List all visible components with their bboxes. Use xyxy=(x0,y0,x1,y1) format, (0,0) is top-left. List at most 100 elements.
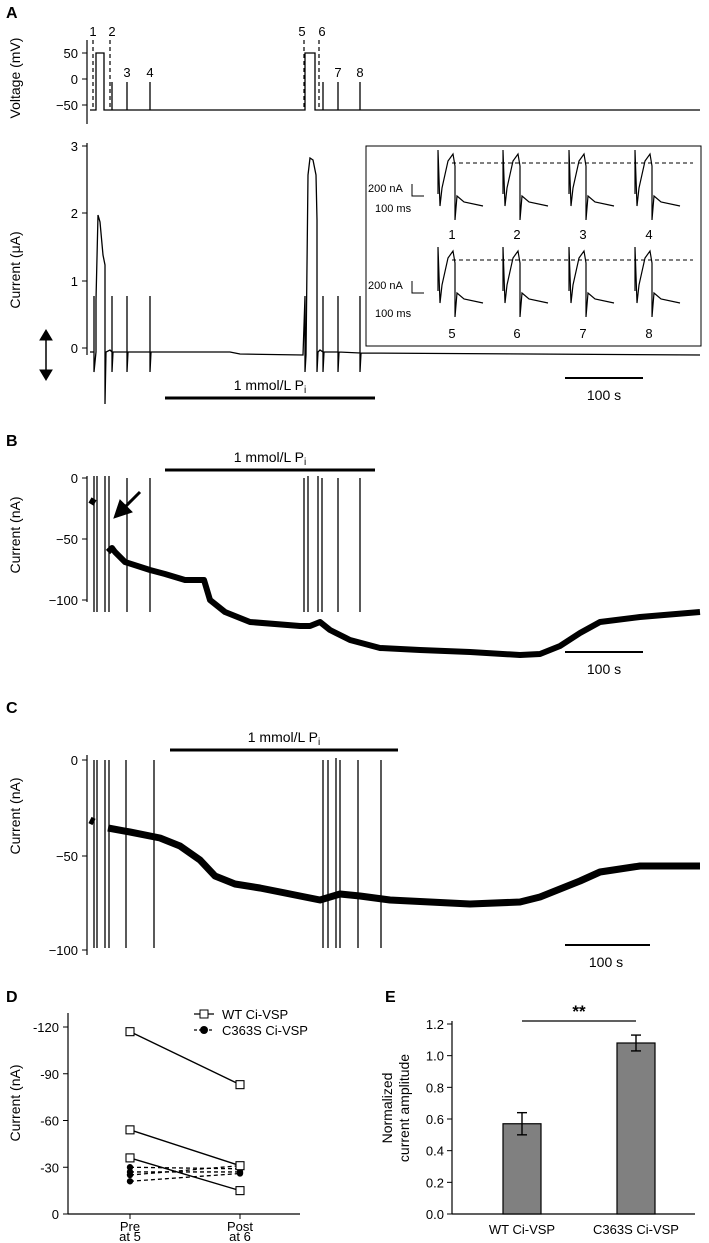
d-ytick-label: -30 xyxy=(40,1160,59,1175)
step-markers xyxy=(92,40,320,110)
treatment-bar-c: 1 mmol/L Pi xyxy=(170,729,398,752)
e-significance: ** xyxy=(522,1002,636,1022)
c-tick-minus50: −50 xyxy=(56,849,78,864)
inset-label-7: 7 xyxy=(579,326,586,341)
e-category-label: C363S Ci-VSP xyxy=(593,1222,679,1237)
inset-label-6: 6 xyxy=(513,326,520,341)
inset-trace-5 xyxy=(437,246,484,318)
step-label-7: 7 xyxy=(334,65,341,80)
d-ytick-label: -90 xyxy=(40,1067,59,1082)
wt-point xyxy=(235,1080,245,1090)
step-label-1: 1 xyxy=(89,24,96,39)
inset-label-4: 4 xyxy=(645,227,652,242)
inset-box: 200 nA 100 ms 200 nA 100 ms 1 2 3 4 5 6 … xyxy=(365,145,702,347)
d-xlabel-pre-sub: at 5 xyxy=(119,1229,141,1243)
d-xlabel-pre: Pre xyxy=(120,1219,140,1234)
scale-label-b: 100 s xyxy=(587,661,621,677)
ua-tick-1: 1 xyxy=(71,274,78,289)
treatment-bar-b: 1 mmol/L Pi xyxy=(165,449,375,472)
ua-tick-2: 2 xyxy=(71,206,78,221)
wt-point xyxy=(125,1153,135,1163)
d-xlabel-post-sub: at 6 xyxy=(229,1229,251,1243)
e-bar-1 xyxy=(502,1123,542,1215)
current-axis-label-b: Current (nA) xyxy=(7,496,23,573)
b-tick-minus100: −100 xyxy=(49,593,78,608)
d-axis-label: Current (nA) xyxy=(7,1064,23,1141)
wt-point xyxy=(125,1027,135,1037)
panel-b-label: B xyxy=(6,433,18,450)
current-ua-axis-label: Current (μA) xyxy=(7,231,23,308)
inset-scale-current-1: 200 nA xyxy=(368,183,404,195)
time-scale-bar-a: 100 s xyxy=(565,377,643,403)
double-arrow-icon xyxy=(39,329,53,381)
wt-line xyxy=(129,1129,241,1167)
v-tick-50: 50 xyxy=(64,46,78,61)
e-ytick-label: 1.0 xyxy=(426,1049,444,1064)
current-trace-a xyxy=(90,156,701,405)
d-axes xyxy=(67,1013,300,1219)
e-category-label: WT Ci-VSP xyxy=(489,1222,555,1237)
step-label-6: 6 xyxy=(318,24,325,39)
c-tick-minus100: −100 xyxy=(49,943,78,958)
inset-label-2: 2 xyxy=(513,227,520,242)
voltage-y-axis: 50 0 −50 xyxy=(56,40,88,124)
e-ytick-label: 1.2 xyxy=(426,1017,444,1032)
inset-trace-7 xyxy=(568,246,615,318)
legend-mut-marker xyxy=(200,1026,208,1034)
treatment-sub-b: i xyxy=(304,457,306,468)
inset-scale-current-2: 200 nA xyxy=(368,280,404,292)
e-ytick-label: 0.8 xyxy=(426,1080,444,1095)
d-data xyxy=(125,1027,245,1196)
scale-label-c: 100 s xyxy=(589,954,623,970)
step-label-2: 2 xyxy=(108,24,115,39)
treatment-sub-c: i xyxy=(318,737,320,748)
inset-trace-3 xyxy=(568,149,615,221)
c363s-line xyxy=(129,1165,241,1176)
d-ytick-label: -120 xyxy=(33,1020,59,1035)
e-ticks: 0.0 0.2 0.4 0.6 0.8 1.0 1.2 xyxy=(426,1017,452,1222)
treatment-bar-a: 1 mmol/L Pi xyxy=(165,377,375,400)
voltage-axis-label: Voltage (mV) xyxy=(7,38,23,119)
arrow-icon xyxy=(113,490,142,519)
e-ytick-label: 0.6 xyxy=(426,1112,444,1127)
b-tick-minus50: −50 xyxy=(56,532,78,547)
treatment-label-a: 1 mmol/L P xyxy=(234,377,304,393)
voltage-trace xyxy=(90,52,700,111)
y-axis-b: 0 −50 −100 xyxy=(49,471,88,608)
panel-c-label: C xyxy=(6,700,18,717)
c363s-point xyxy=(126,1164,134,1171)
panel-a-label: A xyxy=(6,5,18,22)
time-scale-bar-b: 100 s xyxy=(565,651,643,677)
inset-trace-4 xyxy=(634,149,681,221)
e-axes xyxy=(451,1021,695,1215)
legend-wt-marker xyxy=(199,1009,209,1019)
e-axis-label-2: current amplitude xyxy=(396,1054,412,1162)
inset-trace-6 xyxy=(502,246,549,318)
inset-label-8: 8 xyxy=(645,326,652,341)
d-ytick-label: 0 xyxy=(52,1207,59,1222)
wt-line xyxy=(129,1031,241,1086)
legend-mut-label: C363S Ci-VSP xyxy=(222,1023,308,1038)
inset-scale-time-1: 100 ms xyxy=(375,203,412,215)
current-trace-b xyxy=(88,476,701,658)
e-bars: WT Ci-VSP C363S Ci-VSP xyxy=(489,1034,679,1237)
inset-trace-8 xyxy=(634,246,681,318)
y-axis-c: 0 −50 −100 xyxy=(49,753,88,958)
step-label-5: 5 xyxy=(298,24,305,39)
inset-trace-1 xyxy=(437,149,484,221)
svg-text:1 mmol/L Pi: 1 mmol/L Pi xyxy=(234,377,307,396)
wt-point xyxy=(235,1186,245,1196)
wt-line xyxy=(129,1157,241,1192)
current-axis-label-c: Current (nA) xyxy=(7,777,23,854)
inset-label-5: 5 xyxy=(448,326,455,341)
panel-d-label: D xyxy=(6,989,18,1006)
c-tick-0: 0 xyxy=(71,753,78,768)
v-tick-minus50: −50 xyxy=(56,98,78,113)
step-label-4: 4 xyxy=(146,65,153,80)
treatment-sub-a: i xyxy=(304,385,306,396)
c363s-point xyxy=(126,1171,134,1179)
panel-e-label: E xyxy=(385,989,396,1006)
treatment-label-c: 1 mmol/L P xyxy=(248,729,318,745)
d-ticks: -120 -90 -60 -30 0 xyxy=(33,1020,68,1222)
significance-stars: ** xyxy=(572,1002,586,1021)
